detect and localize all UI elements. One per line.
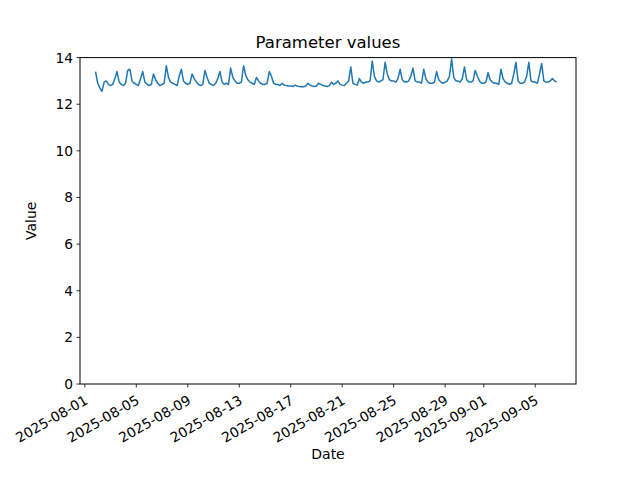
y-tick-label: 2 (64, 329, 73, 345)
y-tick-label: 0 (64, 376, 73, 392)
plot-area (80, 58, 576, 384)
x-axis-label: Date (311, 446, 344, 462)
y-tick-label: 10 (55, 143, 73, 159)
y-axis-ticks: 0 2 4 6 8 10 12 14 (55, 50, 80, 392)
y-tick-label: 4 (64, 283, 73, 299)
y-axis-label: Value (23, 202, 39, 240)
line-chart: 0 2 4 6 8 10 12 14 2025-08-012025-08-052025-08-… (0, 0, 640, 480)
y-tick-label: 6 (64, 236, 73, 252)
x-axis-ticks: 2025-08-012025-08-052025-08-092025-08-13… (13, 384, 541, 446)
y-tick-label: 8 (64, 189, 73, 205)
chart-figure: 0 2 4 6 8 10 12 14 2025-08-012025-08-052025-08-… (0, 0, 640, 480)
chart-title: Parameter values (256, 33, 401, 52)
y-tick-label: 12 (55, 96, 73, 112)
y-tick-label: 14 (55, 50, 73, 66)
